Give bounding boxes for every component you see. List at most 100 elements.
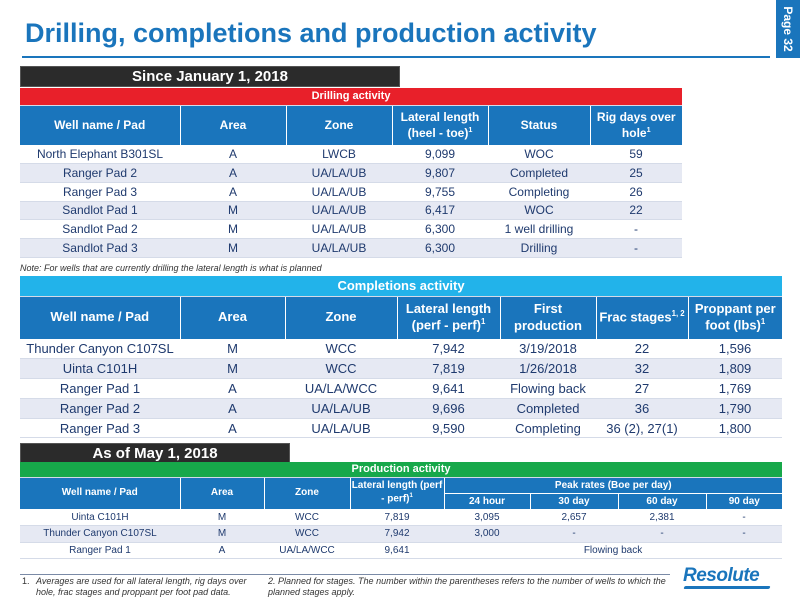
completions-col-header-label: First production — [514, 301, 582, 333]
drilling-activity-table: Drilling activity Well name / Pad Area Zon… — [20, 88, 683, 258]
completions-col-header: Zone — [285, 296, 398, 340]
footnote-1: 1. Averages are used for all lateral len… — [22, 576, 262, 598]
completions-cell: 1,596 — [688, 339, 783, 360]
drilling-cell: 9,755 — [392, 182, 488, 202]
drilling-col-header-label: Zone — [324, 117, 354, 132]
production-cell: M — [180, 509, 264, 526]
completions-cell: Ranger Pad 1 — [20, 378, 180, 399]
completions-col-header: Area — [180, 296, 286, 340]
completions-cell: Completed — [500, 398, 596, 419]
completions-cell: 27 — [596, 378, 688, 399]
asof-date-banner: As of May 1, 2018 — [20, 443, 290, 464]
completions-cell: 1,800 — [688, 418, 783, 439]
footnote-1-text: Averages are used for all lateral length… — [36, 576, 247, 597]
completions-cell: 9,590 — [397, 418, 500, 439]
completions-cell: 9,696 — [397, 398, 500, 419]
drilling-row: Ranger Pad 3 A UA/LA/UB 9,755 Completing 26 — [20, 182, 683, 202]
completions-activity-title: Completions activity — [20, 276, 783, 297]
drilling-cell: Sandlot Pad 2 — [20, 219, 180, 239]
production-col-header: Well name / Pad — [20, 477, 181, 510]
completions-col-header-label: Well name / Pad — [50, 309, 150, 325]
completions-cell: M — [180, 339, 285, 360]
drilling-cell: WOC — [488, 201, 590, 221]
completions-cell: Ranger Pad 3 — [20, 418, 180, 439]
drilling-cell: 6,300 — [392, 219, 488, 239]
drilling-cell: Ranger Pad 3 — [20, 182, 180, 202]
production-cell: M — [180, 525, 264, 543]
drilling-cell: M — [180, 219, 286, 239]
production-col-header-footnote-ref: 1 — [409, 492, 413, 499]
drilling-col-header-footnote-ref: 1 — [468, 124, 473, 134]
page-title: Drilling, completions and production act… — [25, 18, 597, 48]
drilling-cell: North Elephant B301SL — [20, 145, 180, 165]
drilling-cell: A — [180, 145, 286, 165]
completions-col-header-label: Zone — [325, 309, 357, 325]
completions-cell: 3/19/2018 — [500, 339, 596, 360]
peak-rate-col-header: 60 day — [618, 493, 707, 510]
completions-cell: UA/LA/WCC — [285, 378, 397, 399]
completions-header-row: Well name / Pad Area Zone Lateral length (p… — [20, 296, 783, 340]
page-number-label: Page 32 — [781, 6, 795, 52]
drilling-col-header: Status — [488, 105, 591, 146]
production-cell: 7,819 — [350, 509, 444, 526]
drilling-cell: Sandlot Pad 1 — [20, 201, 180, 221]
drilling-cell: - — [590, 238, 683, 258]
drilling-cell: UA/LA/UB — [286, 201, 392, 221]
drilling-cell: Sandlot Pad 3 — [20, 238, 180, 258]
drilling-cell: Completing — [488, 182, 590, 202]
drilling-cell: 6,417 — [392, 201, 488, 221]
production-col-header-label: Lateral length (perf - perf) — [351, 480, 443, 505]
drilling-col-header-label: Rig days over hole — [596, 109, 676, 140]
production-cell: 7,942 — [350, 525, 444, 543]
drilling-col-header-label: Status — [520, 117, 558, 132]
completions-cell: 1,769 — [688, 378, 783, 399]
footnote-2-text: 2. Planned for stages. The number within… — [268, 576, 666, 597]
completions-col-header: Frac stages1, 2 — [596, 296, 689, 340]
production-cell: Uinta C101H — [20, 509, 180, 526]
production-cell: WCC — [264, 525, 350, 543]
completions-row: Ranger Pad 1 A UA/LA/WCC 9,641 Flowing back 2… — [20, 378, 783, 399]
production-col-header: Lateral length (perf - perf)1 — [350, 477, 445, 510]
drilling-cell: A — [180, 163, 286, 183]
completions-cell: UA/LA/UB — [285, 418, 397, 439]
completions-cell: 32 — [596, 358, 688, 380]
completions-col-header-label: Lateral length (perf - perf) — [405, 301, 492, 333]
footer-divider — [20, 574, 670, 575]
footnote-1-number: 1. — [22, 576, 30, 586]
production-row: Uinta C101H M WCC 7,819 3,095 2,657 2,381- — [20, 509, 783, 526]
production-col-header-label: Zone — [295, 486, 319, 498]
production-row: Thunder Canyon C107SL M WCC 7,942 3,000- - - — [20, 525, 783, 543]
drilling-cell: WOC — [488, 145, 590, 165]
completions-cell: Flowing back — [500, 378, 596, 399]
drilling-col-header: Zone — [286, 105, 393, 146]
completions-cell: WCC — [285, 339, 397, 360]
drilling-col-header: Rig days over hole1 — [590, 105, 683, 146]
production-activity-table: Production activity Well name / Pad Area Z… — [20, 462, 783, 559]
production-cell: 3,095 — [444, 509, 530, 526]
production-cell: - — [706, 509, 783, 526]
drilling-col-header-label: Area — [219, 117, 247, 132]
drilling-row: Sandlot Pad 2 M UA/LA/UB 6,300 1 well drilli… — [20, 219, 683, 239]
drilling-cell: - — [590, 219, 683, 239]
completions-col-header: Lateral length (perf - perf)1 — [397, 296, 501, 340]
completions-col-header: Proppant per foot (lbs)1 — [688, 296, 783, 340]
completions-cell: 22 — [596, 339, 688, 360]
drilling-cell: A — [180, 182, 286, 202]
completions-cell: 1/26/2018 — [500, 358, 596, 380]
drilling-cell: UA/LA/UB — [286, 182, 392, 202]
since-date-banner: Since January 1, 2018 — [20, 66, 400, 87]
production-activity-title: Production activity — [20, 462, 783, 478]
completions-cell: M — [180, 358, 285, 380]
production-status-cell: Flowing back — [444, 542, 783, 559]
drilling-col-header: Well name / Pad — [20, 105, 181, 146]
production-cell: WCC — [264, 509, 350, 526]
production-cell: UA/LA/WCC — [264, 542, 350, 559]
production-col-header-label: Well name / Pad — [61, 486, 138, 498]
drilling-cell: 25 — [590, 163, 683, 183]
drilling-cell: Ranger Pad 2 — [20, 163, 180, 183]
drilling-cell: M — [180, 238, 286, 258]
completions-col-header-footnote-ref: 1 — [481, 317, 486, 327]
completions-cell: A — [180, 398, 285, 419]
completions-cell: UA/LA/UB — [285, 398, 397, 419]
peak-rate-col-header: 24 hour — [444, 493, 531, 510]
